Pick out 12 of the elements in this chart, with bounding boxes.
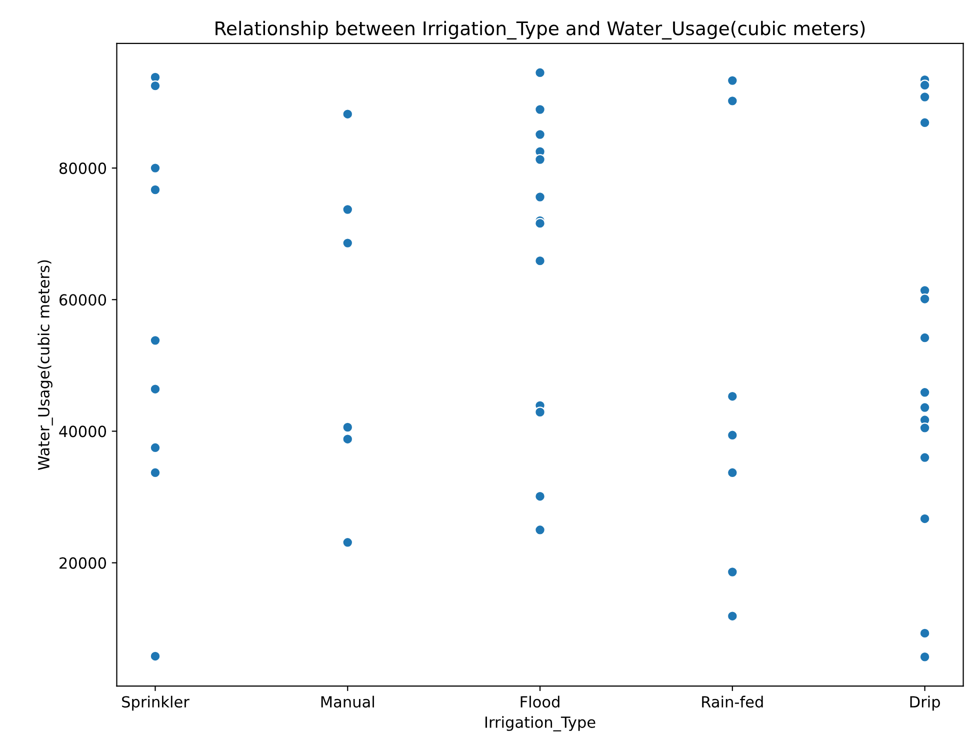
x-tick-label: Sprinkler (122, 696, 190, 711)
x-axis-title: Irrigation_Type (485, 716, 596, 732)
x-tick-label: Drip (910, 696, 940, 711)
y-axis-title: Water_Usage(cubic meters) (38, 260, 53, 470)
chart-title: Relationship between Irrigation_Type and Water_Usage(cubic meters) (216, 20, 865, 40)
y-tick-label: 40000 (59, 426, 106, 438)
x-tick-label: Flood (520, 696, 560, 708)
y-tick-label: 20000 (60, 557, 106, 569)
y-tick-label: 60000 (60, 294, 106, 306)
y-tick-label: 80000 (59, 162, 106, 174)
x-tick-label: Rain-fed (702, 696, 763, 708)
x-tick-label: Manual (321, 696, 374, 708)
